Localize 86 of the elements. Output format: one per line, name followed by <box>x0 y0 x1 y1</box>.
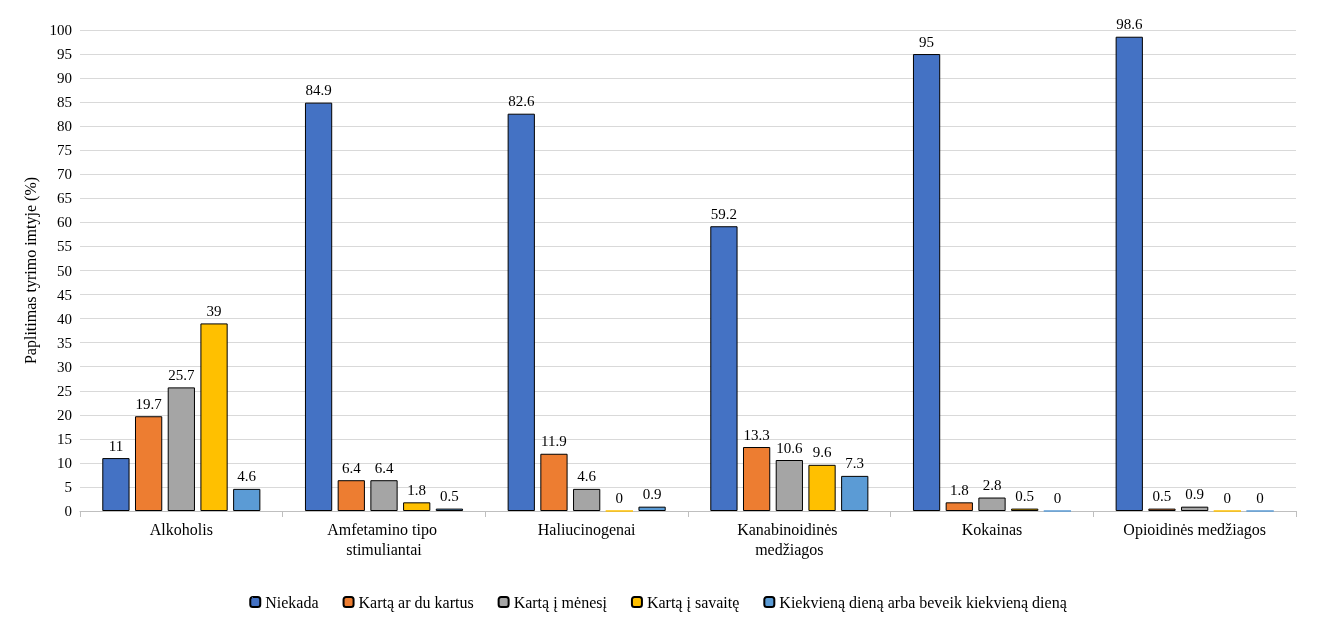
x-tick-label: Kokainas <box>961 520 1023 538</box>
legend-label: Kartą į savaitę <box>646 593 740 612</box>
bar <box>1115 36 1143 511</box>
y-tick-label: 45 <box>57 286 72 303</box>
y-tick-label: 55 <box>57 238 72 255</box>
legend-label: Kiekvieną dieną arba beveik kiekvieną dieną <box>779 593 1068 612</box>
x-tick-label: Alkoholis <box>149 520 213 538</box>
data-label: 1.8 <box>949 481 969 498</box>
data-label: 0.5 <box>1152 488 1172 505</box>
legend-label: Niekada <box>265 593 319 611</box>
data-label: 39 <box>206 302 222 319</box>
y-tick-label: 85 <box>57 94 72 111</box>
bar <box>337 480 365 511</box>
bar <box>507 113 535 511</box>
data-label: 4.6 <box>577 468 597 485</box>
data-label: 6.4 <box>374 459 394 476</box>
bar <box>102 458 130 511</box>
data-label: 59.2 <box>710 205 738 222</box>
y-tick-label: 25 <box>57 382 72 399</box>
y-tick-label: 95 <box>57 46 72 63</box>
data-label: 4.6 <box>237 468 257 485</box>
data-label: 25.7 <box>168 366 195 383</box>
y-tick-label: 15 <box>57 430 72 447</box>
y-tick-label: 20 <box>57 406 72 423</box>
x-tick-label: Amfetamino tipo stimuliantai <box>327 520 441 558</box>
data-label: 84.9 <box>305 82 332 99</box>
x-tick-label: Haliucinogenai <box>537 520 637 539</box>
bar <box>304 102 333 511</box>
bar <box>710 226 738 511</box>
y-tick-label: 30 <box>57 358 72 375</box>
data-label: 95 <box>919 33 935 50</box>
data-label: 0 <box>1053 490 1062 506</box>
x-tick-label: Kanabinoidinės medžiagos <box>737 520 842 559</box>
data-label: 11.9 <box>541 433 567 450</box>
y-tick-label: 60 <box>57 214 72 231</box>
data-label: 98.6 <box>1116 16 1143 33</box>
bar <box>743 447 771 511</box>
data-label: 9.6 <box>812 444 832 461</box>
y-tick-label: 70 <box>57 166 72 183</box>
y-axis-title: Paplitimas tyrimo imtyje (%) <box>22 176 41 365</box>
data-label: 13.3 <box>743 426 770 443</box>
bar <box>912 54 941 511</box>
y-tick-label: 0 <box>64 503 72 519</box>
bar <box>775 460 803 511</box>
data-label: 0.9 <box>642 486 662 503</box>
data-label: 19.7 <box>135 395 163 412</box>
y-tick-label: 5 <box>64 478 72 495</box>
bar <box>200 323 228 511</box>
data-label: 0 <box>615 490 624 506</box>
bar <box>403 502 431 511</box>
legend-label: Kartą ar du kartus <box>358 593 474 612</box>
bar <box>945 502 973 511</box>
bar <box>1181 506 1209 511</box>
y-tick-label: 50 <box>57 262 72 279</box>
y-tick-label: 40 <box>57 310 72 327</box>
data-label: 7.3 <box>845 455 865 472</box>
bar <box>540 453 568 511</box>
data-label: 0.5 <box>1015 488 1035 505</box>
bar <box>573 488 601 511</box>
data-label: 11 <box>108 437 124 454</box>
bar <box>978 497 1006 511</box>
bar <box>167 387 195 511</box>
bar <box>233 488 261 511</box>
bar <box>370 480 398 511</box>
bar <box>841 475 869 511</box>
bar <box>135 416 163 511</box>
data-label: 2.8 <box>982 477 1002 494</box>
y-tick-label: 10 <box>57 454 72 471</box>
data-label: 6.4 <box>341 459 362 476</box>
y-tick-label: 80 <box>57 118 72 135</box>
data-label: 82.6 <box>508 93 535 110</box>
y-tick-label: 75 <box>57 142 72 159</box>
bar <box>808 464 836 511</box>
x-tick-label: Opioidinės medžiagos <box>1123 520 1266 539</box>
legend-label: Kartą į mėnesį <box>513 593 608 612</box>
y-tick-label: 90 <box>57 70 72 87</box>
data-label: 0.5 <box>440 488 459 505</box>
y-tick-label: 35 <box>57 334 72 351</box>
data-label: 10.6 <box>776 439 803 456</box>
y-tick-label: 100 <box>49 22 72 38</box>
data-label: 0.9 <box>1185 486 1205 503</box>
data-label: 0 <box>1256 490 1264 506</box>
data-label: 0 <box>1223 490 1232 506</box>
data-label: 1.8 <box>407 481 427 498</box>
bar <box>638 506 666 511</box>
y-tick-label: 65 <box>57 190 72 207</box>
